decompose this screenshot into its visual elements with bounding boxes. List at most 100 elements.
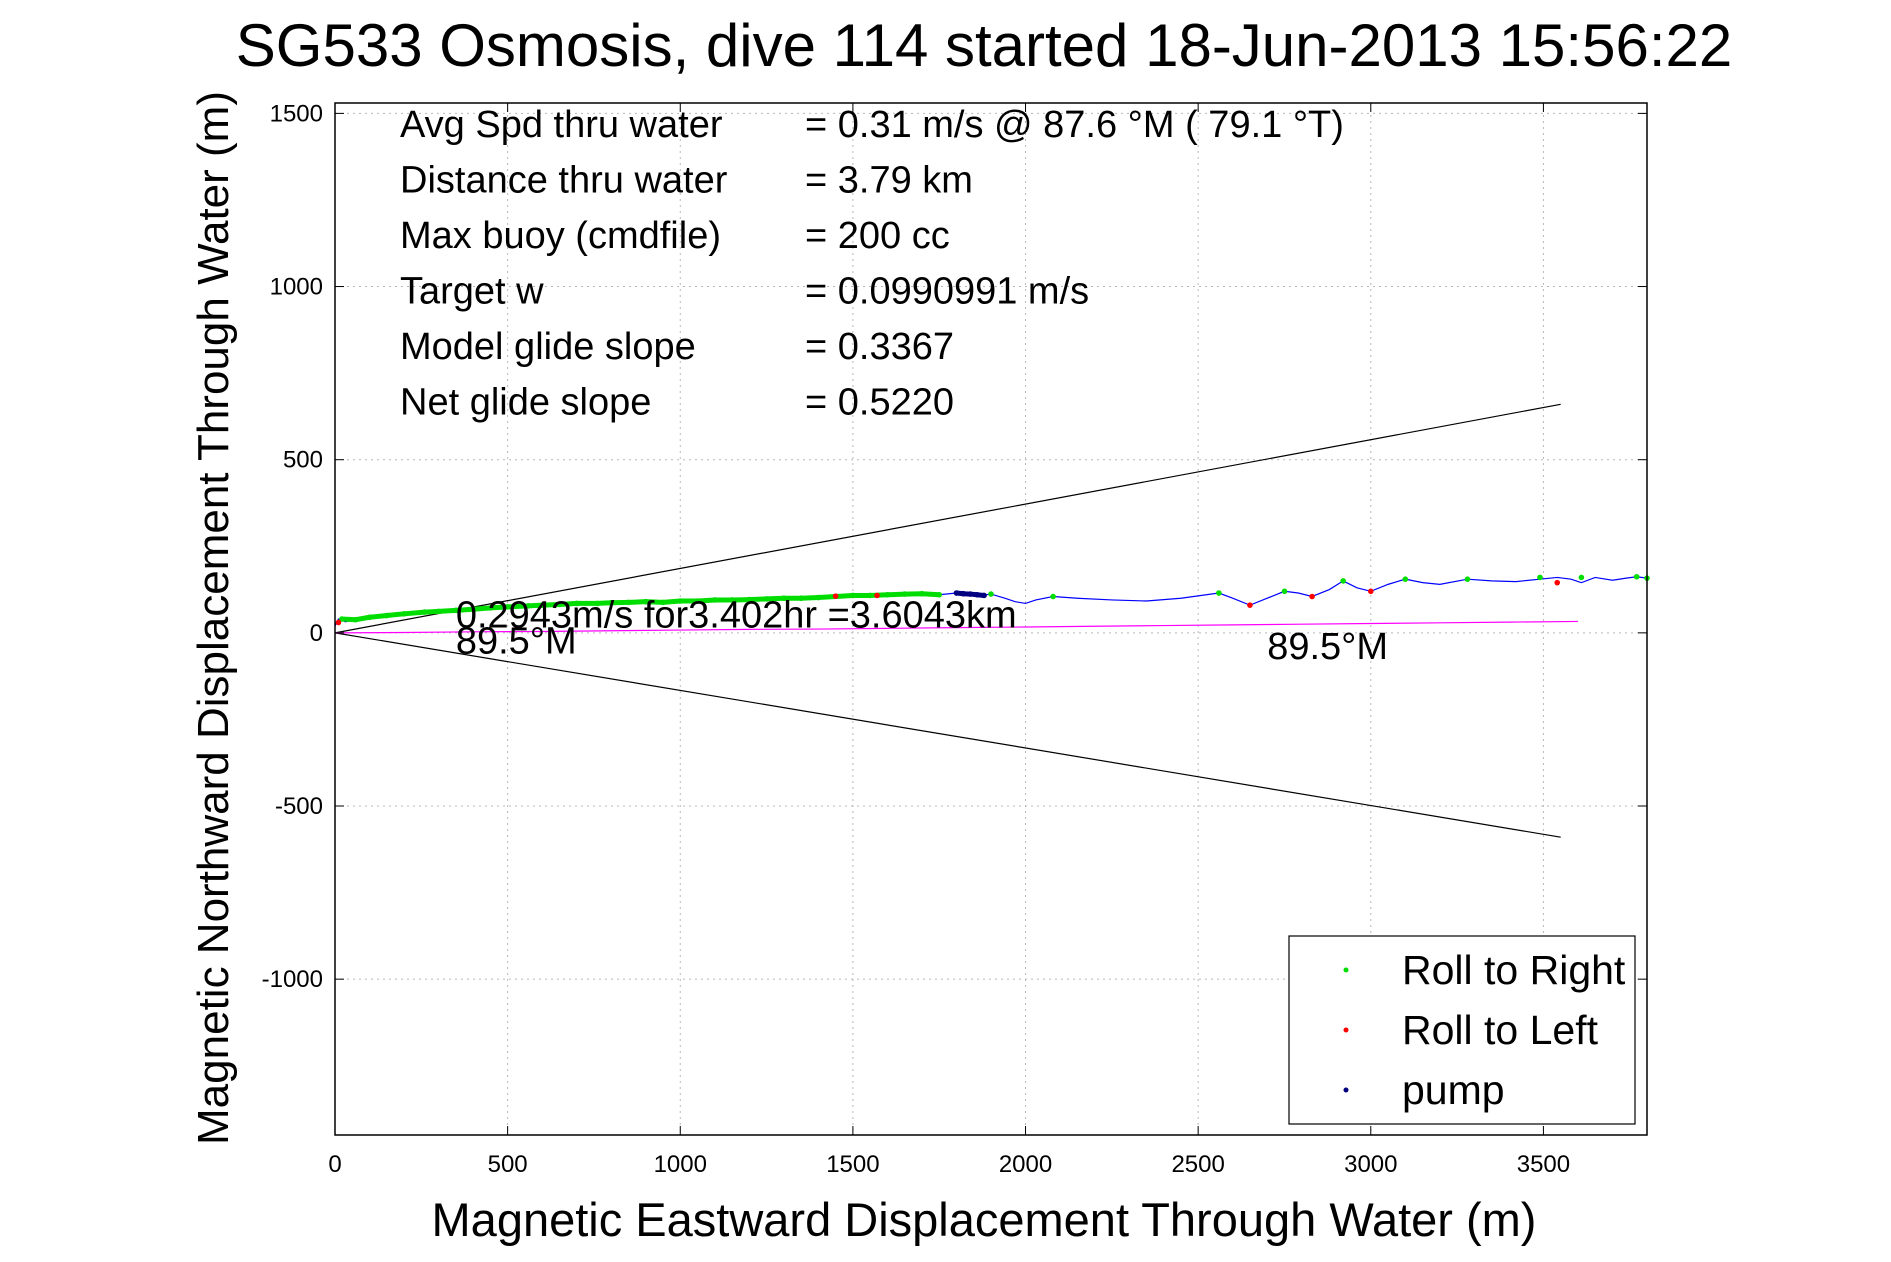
roll-to-right-point-26 [781, 595, 787, 602]
roll-to-right-point-10 [504, 604, 511, 610]
cone-line-0 [334, 403, 1561, 634]
roll-to-right-point-6 [435, 608, 442, 615]
annotation-2: 89.5°M [1267, 626, 1388, 668]
y-axis-ticks: 1500 1000 500 0 -500 -1000 [262, 100, 1647, 993]
info-value-4: = 0.3367 [805, 326, 954, 368]
y-tick-label-3: 0 [310, 620, 323, 647]
roll-to-right-point-40 [1402, 576, 1409, 582]
roll-to-left-point-4 [1309, 593, 1315, 600]
y-tick-label-0: 1500 [270, 100, 323, 127]
roll-to-right-point-18 [642, 598, 649, 605]
info-label-2: Max buoy (cmdfile) [400, 215, 721, 257]
roll-to-right-point-17 [625, 599, 632, 606]
roll-to-right-point-44 [1633, 573, 1640, 580]
legend-marker-2 [1343, 1087, 1349, 1093]
roll-to-right-point-3 [383, 612, 390, 619]
roll-to-right-point-9 [487, 605, 494, 611]
legend-label-0: Roll to Right [1402, 947, 1626, 993]
roll-to-right-point-42 [1537, 574, 1543, 581]
roll-to-right-point-11 [525, 603, 532, 609]
roll-to-right-point-30 [867, 592, 873, 599]
heading-line [334, 620, 1578, 634]
info-value-3: = 0.0990991 m/s [805, 271, 1089, 313]
x-tick-label-7: 3500 [1517, 1151, 1570, 1178]
info-value-0: = 0.31 m/s @ 87.6 °M ( 79.1 °T) [805, 104, 1344, 146]
roll-to-right-point-16 [608, 599, 615, 606]
roll-to-right-point-36 [1050, 593, 1056, 600]
annotation-0: 0.2943m/s for3.402hr =3.6043km [456, 595, 1017, 637]
x-axis-ticks: 0 500 1000 1500 2000 2500 3000 3500 [328, 103, 1570, 1178]
y-tick-label-4: -500 [275, 793, 323, 820]
roll-to-left-point-5 [1367, 588, 1374, 595]
roll-to-right-point-12 [539, 602, 545, 608]
roll-to-left-point-1 [832, 593, 839, 599]
roll-to-right-point-1 [352, 616, 359, 623]
annotation-1: 89.5°M [456, 621, 577, 663]
info-label-5: Net glide slope [400, 382, 651, 424]
y-tick-label-5: -1000 [262, 966, 323, 993]
roll-to-left-point-6 [1554, 579, 1561, 586]
roll-to-left-point-0 [335, 619, 342, 626]
roll-to-right-point-0 [339, 616, 345, 622]
x-tick-label-2: 1000 [654, 1151, 707, 1178]
roll-to-right-point-35 [988, 591, 994, 597]
roll-to-right-point-38 [1281, 588, 1288, 595]
x-axis-label: Magnetic Eastward Displacement Through W… [432, 1193, 1537, 1246]
roll-to-right-point-27 [798, 595, 804, 602]
roll-to-right-point-21 [694, 598, 701, 604]
pump-point-1 [960, 590, 967, 597]
legend-label-1: Roll to Left [1402, 1007, 1599, 1053]
roll-to-right-point-39 [1340, 578, 1346, 584]
legend-label-2: pump [1402, 1067, 1505, 1113]
roll-to-right-point-31 [884, 591, 891, 598]
info-label-0: Avg Spd thru water [400, 104, 723, 146]
info-block: Avg Spd thru water = 0.31 m/s @ 87.6 °M (… [400, 104, 1344, 424]
series-markers [335, 573, 1650, 626]
legend: Roll to Right Roll to Left pump [1288, 935, 1636, 1125]
roll-to-right-point-13 [556, 601, 563, 608]
pump-point-4 [981, 592, 987, 599]
roll-to-right-point-37 [1216, 590, 1222, 596]
roll-to-right-point-41 [1464, 576, 1471, 582]
x-tick-label-6: 3000 [1344, 1151, 1397, 1178]
info-value-1: = 3.79 km [805, 160, 973, 202]
x-tick-label-5: 2500 [1171, 1151, 1224, 1178]
roll-to-right-point-32 [901, 591, 908, 597]
x-tick-label-4: 2000 [999, 1151, 1052, 1178]
pump-point-2 [967, 591, 974, 597]
roll-to-right-point-7 [453, 607, 459, 614]
legend-marker-1 [1343, 1027, 1349, 1033]
roll-to-right-point-14 [573, 600, 580, 607]
roll-to-right-point-34 [936, 591, 943, 598]
roll-to-left-point-3 [1247, 602, 1253, 608]
cone-line-1 [334, 632, 1561, 838]
plot-frame [334, 102, 1648, 1136]
roll-to-right-point-29 [850, 592, 856, 599]
roll-to-right-point-20 [677, 598, 684, 604]
x-tick-label-3: 1500 [826, 1151, 879, 1178]
cone-lines [334, 403, 1561, 838]
roll-to-right-point-15 [594, 600, 601, 607]
roll-to-right-point-2 [366, 614, 373, 621]
legend-marker-0 [1343, 967, 1349, 973]
roll-to-right-point-24 [746, 596, 753, 603]
roll-to-right-point-28 [815, 594, 822, 601]
info-label-4: Model glide slope [400, 326, 696, 368]
roll-to-right-point-19 [660, 599, 666, 606]
y-axis-label: Magnetic Northward Displacement Through … [189, 91, 238, 1145]
roll-to-right-point-22 [711, 597, 718, 603]
chart-title: SG533 Osmosis, dive 114 started 18-Jun-2… [236, 12, 1732, 79]
roll-to-right-point-43 [1578, 574, 1585, 581]
roll-to-right-point-33 [919, 590, 925, 597]
x-tick-label-0: 0 [328, 1151, 341, 1178]
roll-to-left-point-2 [874, 592, 880, 599]
info-label-3: Target w [400, 271, 544, 313]
pump-point-3 [974, 591, 980, 598]
info-label-1: Distance thru water [400, 160, 728, 202]
y-tick-label-1: 1000 [270, 274, 323, 301]
roll-to-right-point-23 [729, 597, 735, 603]
y-tick-label-2: 500 [283, 447, 323, 474]
roll-to-right-point-4 [401, 611, 407, 617]
